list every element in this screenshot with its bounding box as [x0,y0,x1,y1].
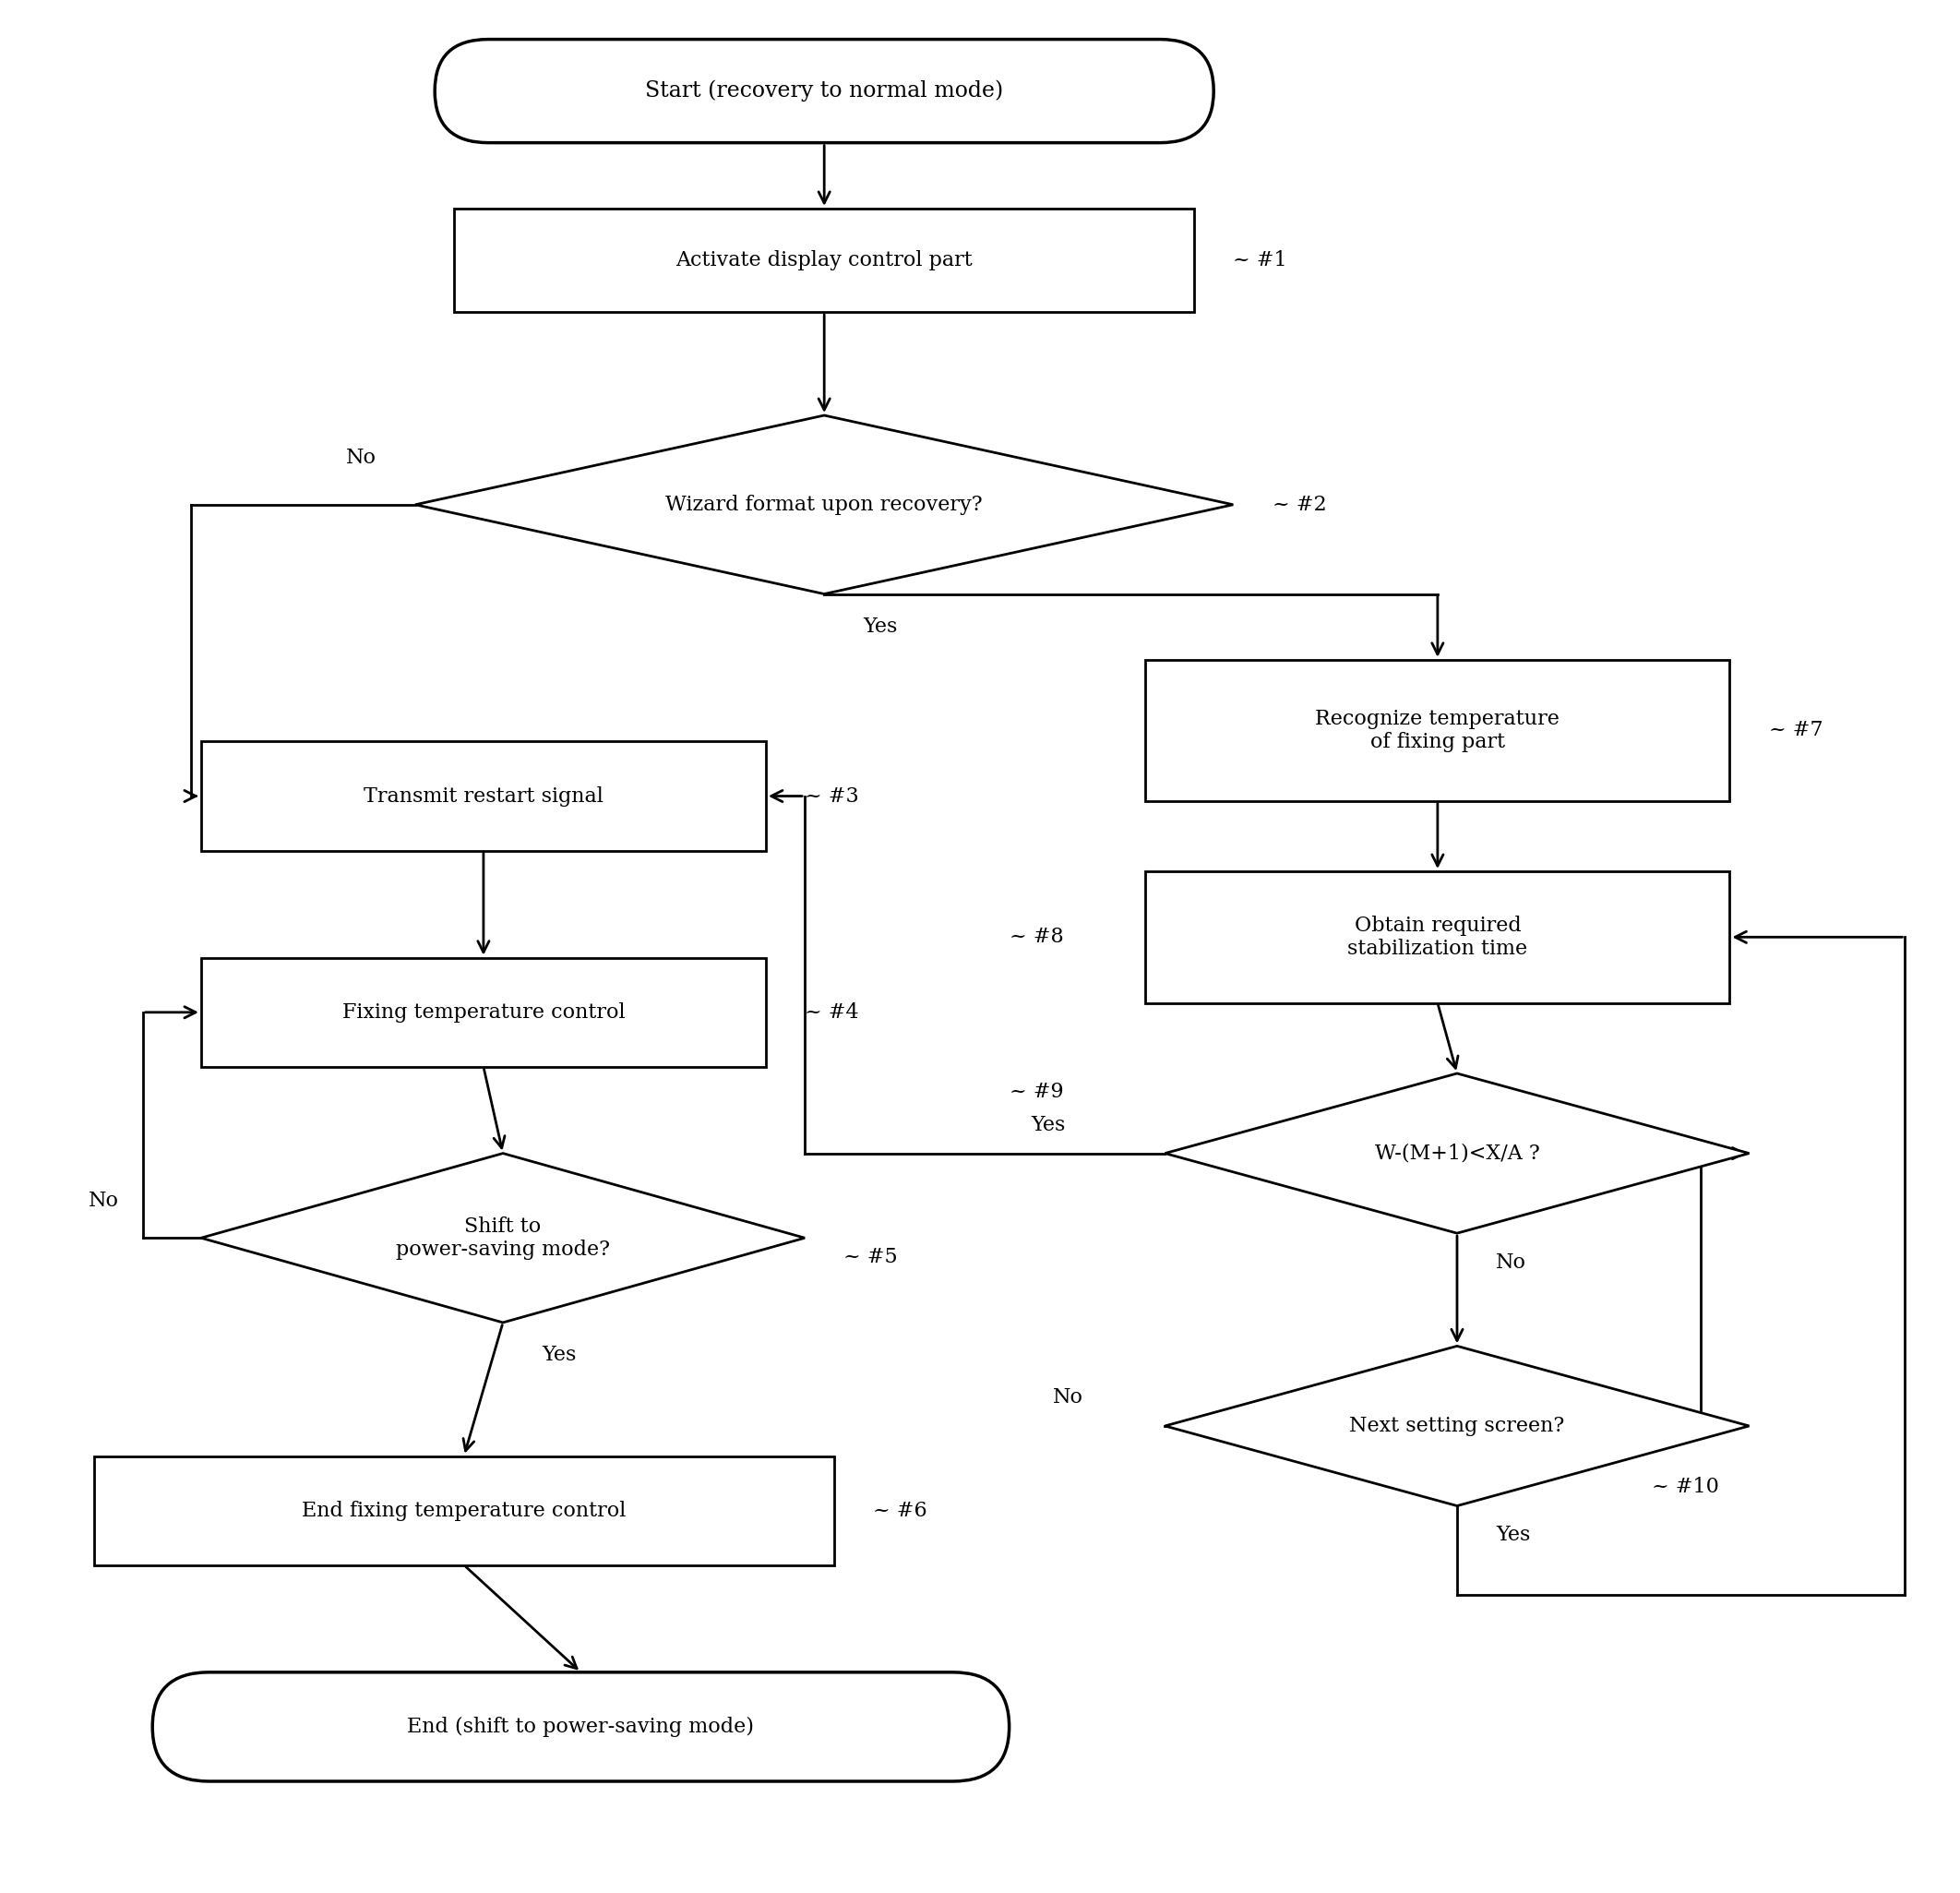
Text: ~ #5: ~ #5 [843,1247,898,1266]
Text: ~ #8: ~ #8 [1009,928,1064,946]
Polygon shape [416,415,1233,594]
FancyBboxPatch shape [1145,661,1729,801]
Text: Obtain required
stabilization time: Obtain required stabilization time [1348,914,1527,960]
Polygon shape [1164,1346,1748,1505]
Text: Recognize temperature
of fixing part: Recognize temperature of fixing part [1315,708,1560,752]
FancyBboxPatch shape [1145,871,1729,1003]
Text: W-(M+1)<X/A ?: W-(M+1)<X/A ? [1374,1143,1539,1164]
Text: ~ #3: ~ #3 [806,786,858,806]
Text: End (shift to power-saving mode): End (shift to power-saving mode) [408,1717,755,1738]
FancyBboxPatch shape [202,958,766,1068]
Text: ~ #6: ~ #6 [872,1501,927,1520]
Polygon shape [1164,1073,1748,1232]
Text: ~ #2: ~ #2 [1272,494,1327,515]
Text: No: No [88,1191,120,1210]
Text: Start (recovery to normal mode): Start (recovery to normal mode) [645,80,1004,102]
Text: Yes: Yes [1031,1115,1066,1136]
Polygon shape [202,1153,806,1323]
Text: Transmit restart signal: Transmit restart signal [363,786,604,806]
Text: Activate display control part: Activate display control part [676,250,972,271]
Text: ~ #9: ~ #9 [1009,1083,1064,1102]
Text: Next setting screen?: Next setting screen? [1348,1416,1564,1437]
Text: ~ #1: ~ #1 [1233,250,1288,271]
Text: No: No [1053,1388,1082,1408]
FancyBboxPatch shape [153,1672,1009,1781]
Text: ~ #7: ~ #7 [1768,719,1823,740]
Text: Fixing temperature control: Fixing temperature control [341,1001,625,1022]
Text: Yes: Yes [1495,1524,1531,1545]
Text: No: No [1495,1251,1527,1272]
FancyBboxPatch shape [455,208,1194,312]
Text: ~ #4: ~ #4 [806,1001,858,1022]
FancyBboxPatch shape [202,742,766,850]
Text: Wizard format upon recovery?: Wizard format upon recovery? [666,494,982,515]
FancyBboxPatch shape [435,40,1213,142]
Text: Shift to
power-saving mode?: Shift to power-saving mode? [396,1215,610,1261]
Text: End fixing temperature control: End fixing temperature control [302,1501,625,1520]
Text: ~ #10: ~ #10 [1652,1477,1719,1497]
Text: No: No [345,447,376,468]
Text: Yes: Yes [862,617,898,636]
Text: Yes: Yes [541,1346,576,1365]
FancyBboxPatch shape [94,1456,833,1566]
